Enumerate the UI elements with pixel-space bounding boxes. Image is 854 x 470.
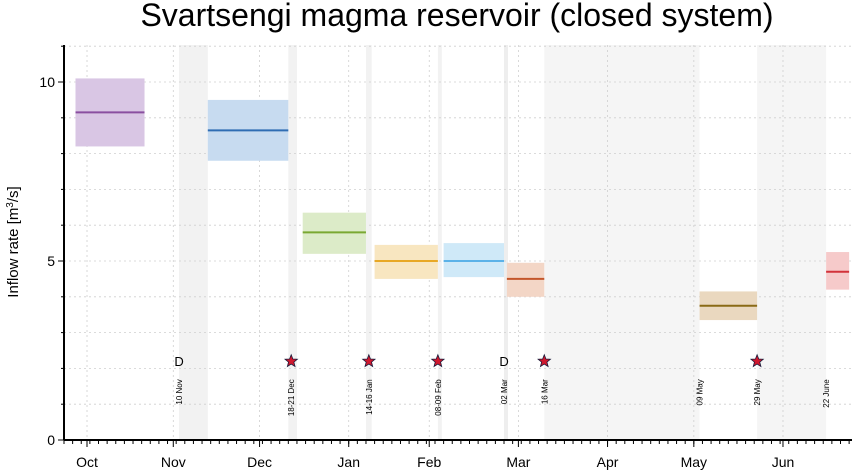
event-date-label: 08-09 Feb: [434, 379, 443, 416]
event-date-label: 18-21 Dec: [287, 379, 296, 416]
y-axis-label-end: /s]: [5, 186, 22, 202]
y-axis-label: Inflow rate [m3/s]: [5, 186, 23, 297]
shaded-period-4: [504, 45, 509, 440]
x-tick-label: Nov: [161, 454, 186, 470]
shaded-period-0: [179, 45, 208, 440]
x-tick-label: Jun: [772, 454, 795, 470]
dike-marker: D: [174, 354, 183, 369]
shaded-period-5: [544, 45, 700, 440]
event-date-label: 09 May: [696, 379, 705, 405]
x-tick-label: Oct: [76, 454, 98, 470]
dike-marker: D: [499, 354, 508, 369]
event-date-label: 16 Mar: [540, 379, 549, 404]
event-date-label: 22 June: [822, 379, 831, 408]
eruption-star-marker: [430, 353, 446, 368]
x-tick-label: Mar: [506, 454, 530, 470]
x-tick-label: Dec: [247, 454, 272, 470]
x-tick-label: Apr: [597, 454, 619, 470]
event-date-label: 29 May: [753, 379, 762, 405]
axes: 0 5 10 Oct Nov Dec Jan Feb Mar Apr May Jun: [39, 45, 852, 470]
x-tick-label: Jan: [337, 454, 360, 470]
x-tick-label: May: [681, 454, 707, 470]
shaded-period-6: [757, 45, 827, 440]
event-date-label: 10 Nov: [175, 379, 184, 404]
y-tick-label: 0: [47, 432, 55, 448]
y-tick-label: 10: [39, 74, 55, 90]
shaded-period-2: [365, 45, 372, 440]
eruption-star-marker: [283, 353, 299, 368]
eruption-star-marker: [361, 353, 377, 368]
shaded-period-3: [437, 45, 442, 440]
event-markers: D 10 Nov 18-21 Dec 14-16 Jan 08-09 Feb D 02 Ma…: [174, 353, 831, 416]
eruption-star-marker: [537, 353, 552, 368]
event-date-label: 14-16 Jan: [365, 379, 374, 415]
y-axis-label-main: Inflow rate [m: [5, 208, 22, 298]
eruption-star-marker: [749, 353, 765, 368]
shaded-period-1: [288, 45, 297, 440]
y-axis-label-sup: 3: [5, 202, 16, 208]
inflow-series: [75, 78, 850, 321]
chart-title: Svartsengi magma reservoir (closed syste…: [140, 0, 773, 33]
shaded-periods: [179, 45, 827, 440]
y-tick-label: 5: [47, 253, 55, 269]
event-date-label: 02 Mar: [500, 379, 509, 404]
x-tick-label: Feb: [417, 454, 441, 470]
